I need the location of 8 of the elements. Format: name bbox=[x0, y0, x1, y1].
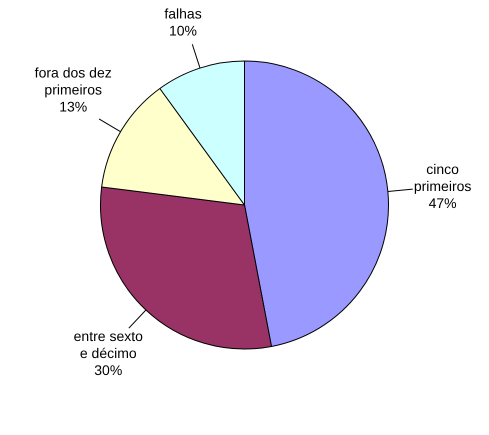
slice-label: cinco primeiros bbox=[414, 161, 472, 194]
data-label: 30% bbox=[94, 362, 122, 378]
slice-label: falhas bbox=[164, 5, 202, 22]
data-label: 10% bbox=[168, 22, 198, 38]
slice-label: fora dos dez primeiros bbox=[34, 64, 112, 98]
data-label: 13% bbox=[59, 98, 88, 114]
slice-label: entre sexto e décimo bbox=[74, 328, 144, 362]
data-label: 47% bbox=[428, 195, 457, 212]
